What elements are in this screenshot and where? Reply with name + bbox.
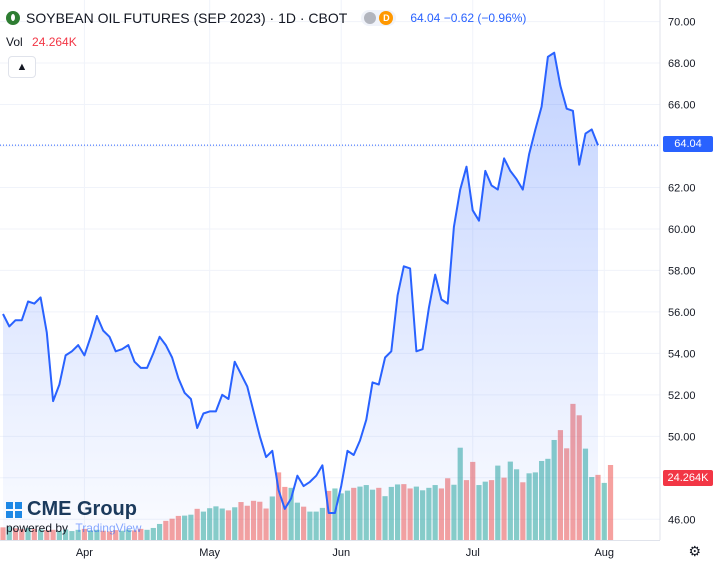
- y-tick-label: 54.00: [668, 348, 696, 360]
- tradingview-logo: TradingView: [75, 521, 142, 535]
- powered-label: powered by: [6, 521, 69, 535]
- status-dot-icon: [364, 12, 377, 24]
- symbol-title[interactable]: SOYBEAN OIL FUTURES (SEP 2023) · 1D · CB…: [26, 10, 348, 26]
- volume-bar: [0, 527, 6, 540]
- y-tick-label: 60.00: [668, 224, 696, 236]
- soybean-oil-icon: [6, 11, 20, 25]
- price-badge: 64.04: [663, 136, 713, 152]
- chart-header: SOYBEAN OIL FUTURES (SEP 2023) · 1D · CB…: [6, 8, 526, 28]
- volume-bar: [607, 464, 614, 540]
- cme-logo: CME Group: [6, 498, 137, 521]
- y-tick-label: 52.00: [668, 390, 696, 402]
- cme-logo-icon: [6, 501, 22, 518]
- x-tick-label: Jun: [332, 547, 350, 559]
- y-tick-label: 70.00: [668, 17, 696, 29]
- y-tick-label: 66.00: [668, 100, 696, 112]
- collapse-legend-button[interactable]: ▲: [8, 56, 36, 78]
- y-tick-label: 58.00: [668, 265, 696, 277]
- price-quote: 64.04 −0.62 (−0.96%): [410, 11, 526, 25]
- delayed-badge: D: [379, 11, 394, 25]
- chevron-up-icon: ▲: [16, 61, 28, 73]
- x-tick-label: May: [199, 547, 220, 559]
- market-status-pill[interactable]: D: [361, 10, 397, 26]
- volume-label: Vol: [6, 35, 23, 49]
- volume-value: 24.264K: [32, 35, 77, 49]
- volume-legend: Vol 24.264K: [6, 35, 77, 49]
- y-tick-label: 56.00: [668, 307, 696, 319]
- x-tick-label: Apr: [76, 547, 93, 559]
- price-area: [3, 52, 598, 540]
- powered-by: powered by TradingView: [6, 521, 141, 535]
- last-price: 64.04: [410, 11, 441, 25]
- x-tick-label: Aug: [594, 547, 614, 559]
- volume-bar: [601, 482, 607, 540]
- price-line: [2, 51, 599, 514]
- x-tick-label: Jul: [466, 547, 480, 559]
- y-tick-label: 50.00: [668, 431, 696, 443]
- gear-icon[interactable]: ⚙: [688, 543, 701, 559]
- y-tick-label: 68.00: [668, 58, 696, 70]
- price-change: −0.62 (−0.96%): [443, 11, 527, 25]
- volume-badge: 24.264K: [663, 470, 713, 486]
- cme-name: CME Group: [27, 498, 137, 520]
- y-tick-label: 62.00: [668, 182, 696, 194]
- y-tick-label: 46.00: [668, 514, 696, 526]
